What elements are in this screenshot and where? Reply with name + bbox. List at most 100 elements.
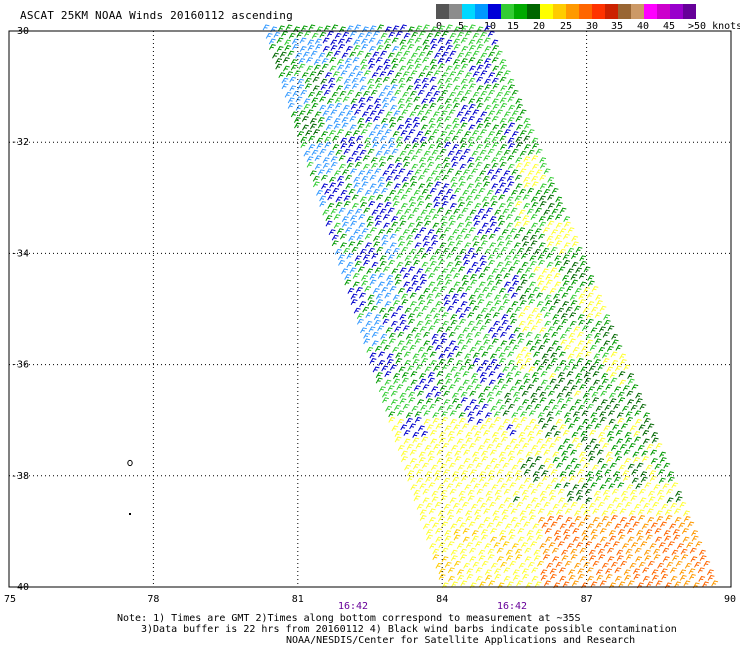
wind-barb <box>403 430 411 436</box>
wind-barb <box>508 84 515 91</box>
wind-barb <box>461 475 469 482</box>
wind-barb <box>429 430 437 436</box>
wind-barb <box>413 78 421 85</box>
wind-barb <box>469 346 477 353</box>
wind-barb <box>573 463 581 470</box>
wind-barb <box>326 30 334 37</box>
wind-barb <box>647 423 655 430</box>
wind-barb <box>487 254 495 261</box>
wind-barb <box>514 221 522 228</box>
wind-barb <box>476 418 484 425</box>
wind-barb <box>449 71 457 78</box>
wind-barb <box>368 63 376 70</box>
wind-barb <box>409 423 417 430</box>
wind-barb <box>540 569 548 576</box>
wind-barb <box>278 72 286 79</box>
wind-barb <box>622 475 630 482</box>
wind-barb <box>566 379 574 386</box>
wind-barb <box>547 326 555 333</box>
wind-barb <box>441 312 449 319</box>
wind-barb <box>488 233 496 240</box>
wind-barb <box>424 366 432 373</box>
wind-barb <box>421 431 428 437</box>
wind-barb <box>650 458 658 464</box>
wind-barb <box>297 131 305 137</box>
wind-barb <box>425 203 433 209</box>
wind-speed-colorbar: 0 5 10 15 20 25 30 35 40 45 >50 knots <box>436 4 740 34</box>
wind-barb <box>387 163 395 170</box>
wind-barb <box>429 255 437 262</box>
wind-barb <box>416 469 423 476</box>
wind-barb <box>443 162 451 169</box>
wind-barb <box>399 45 407 51</box>
wind-barb <box>535 207 542 214</box>
wind-barb <box>659 451 666 458</box>
wind-barb <box>336 59 344 65</box>
wind-barb <box>413 489 421 496</box>
wind-barb <box>403 32 411 39</box>
wind-barb <box>519 168 527 175</box>
wind-barb <box>533 555 541 562</box>
wind-barb <box>475 314 483 321</box>
wind-barb <box>500 64 507 71</box>
wind-barb <box>399 314 407 321</box>
wind-barb <box>327 194 335 201</box>
wind-barb <box>452 76 460 83</box>
wind-barb <box>507 287 515 293</box>
wind-barb <box>507 351 515 358</box>
wind-barb <box>527 149 535 156</box>
wind-barb <box>449 410 457 417</box>
colorbar-swatch <box>436 4 449 19</box>
wind-barb <box>548 399 556 406</box>
wind-barb <box>477 299 485 305</box>
wind-barb <box>273 31 281 38</box>
wind-barb <box>448 331 456 338</box>
wind-barb <box>353 39 361 46</box>
wind-barb <box>369 358 377 364</box>
wind-barb <box>360 64 368 71</box>
wind-barb <box>483 181 491 188</box>
wind-barb <box>487 280 495 287</box>
wind-barb <box>425 91 433 98</box>
wind-barb <box>452 502 460 509</box>
wind-barb <box>627 399 634 406</box>
wind-barb <box>565 464 572 471</box>
wind-barb <box>664 509 672 516</box>
wind-barb <box>484 84 492 91</box>
wind-barb <box>525 404 533 411</box>
wind-barb <box>268 38 276 45</box>
wind-barb <box>397 331 405 338</box>
wind-barb <box>547 241 554 248</box>
wind-barb <box>460 96 468 103</box>
wind-barb <box>619 353 627 360</box>
wind-barb <box>520 463 528 470</box>
wind-barb <box>481 560 489 567</box>
wind-barb <box>449 488 457 495</box>
wind-barb <box>570 548 578 555</box>
wind-barb <box>589 430 597 436</box>
wind-barb <box>396 261 404 268</box>
wind-barb <box>337 181 345 188</box>
wind-barb <box>468 142 475 148</box>
wind-barb <box>539 221 547 228</box>
wind-barb <box>326 98 334 105</box>
wind-barb <box>571 235 579 242</box>
wind-barb <box>419 274 427 280</box>
wind-barb <box>401 246 409 253</box>
wind-barb <box>444 142 452 148</box>
wind-barb <box>436 143 444 149</box>
wind-barb <box>623 449 631 456</box>
wind-barb <box>500 431 508 437</box>
wind-barb <box>629 425 637 432</box>
wind-barb <box>538 259 546 266</box>
wind-barb <box>386 90 394 97</box>
wind-barb <box>488 72 496 79</box>
wind-barb <box>469 547 476 554</box>
wind-barb <box>667 476 675 483</box>
wind-barb <box>577 521 585 528</box>
wind-barb <box>627 580 635 587</box>
wind-barb <box>358 170 366 177</box>
colorbar-label: 5 <box>458 21 465 32</box>
wind-barb <box>410 181 418 188</box>
wind-barb <box>372 288 380 294</box>
